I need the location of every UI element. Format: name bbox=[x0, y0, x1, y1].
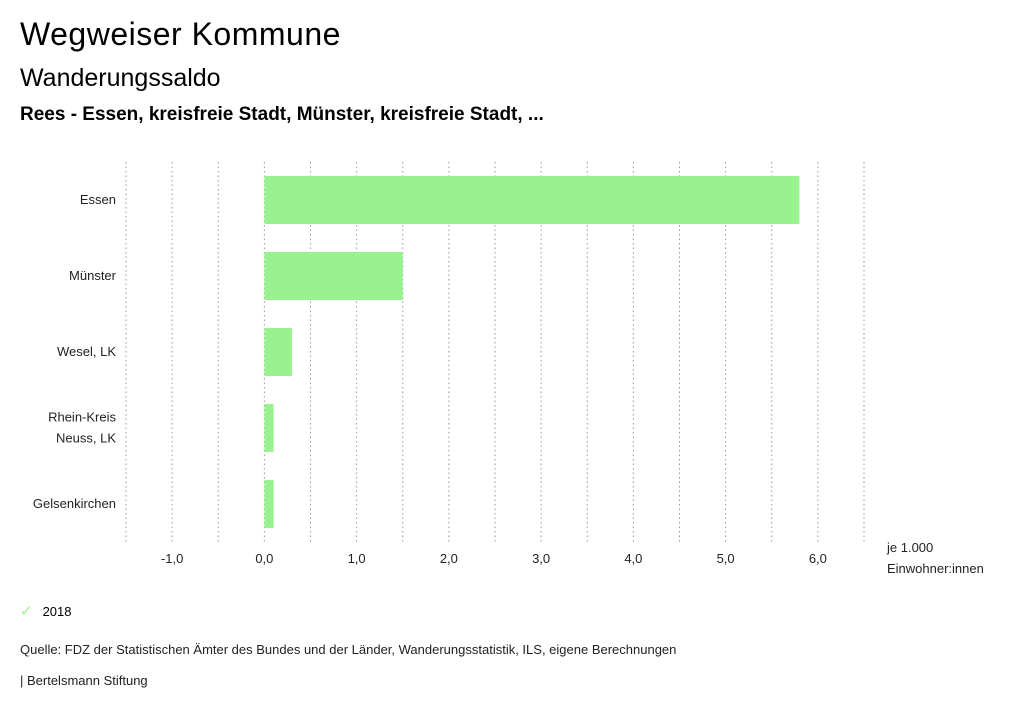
bar bbox=[264, 480, 274, 528]
chart-subtitle: Wanderungssaldo bbox=[20, 64, 221, 92]
chart-region-list: Rees - Essen, kreisfreie Stadt, Münster,… bbox=[20, 104, 544, 125]
tick-label: 2,0 bbox=[440, 551, 458, 566]
legend-label: 2018 bbox=[42, 603, 72, 619]
tick-label: 0,0 bbox=[255, 551, 273, 566]
tick-label: 1,0 bbox=[348, 551, 366, 566]
category-label: Wesel, LK bbox=[57, 344, 116, 359]
tick-label: -1,0 bbox=[161, 551, 183, 566]
unit-label: Einwohner:innen bbox=[887, 561, 984, 576]
source-note: Quelle: FDZ der Statistischen Ämter des … bbox=[20, 642, 677, 657]
brand-note: | Bertelsmann Stiftung bbox=[20, 673, 148, 688]
check-icon: ✓ bbox=[20, 603, 33, 620]
category-label: Neuss, LK bbox=[56, 431, 116, 446]
category-label: Essen bbox=[80, 192, 116, 207]
tick-label: 6,0 bbox=[809, 551, 827, 566]
unit-label: je 1.000 bbox=[886, 540, 933, 555]
tick-label: 4,0 bbox=[624, 551, 642, 566]
bar bbox=[264, 252, 403, 300]
bar bbox=[264, 328, 293, 376]
tick-label: 5,0 bbox=[717, 551, 735, 566]
tick-label: 3,0 bbox=[532, 551, 550, 566]
category-label: Gelsenkirchen bbox=[33, 496, 116, 511]
legend[interactable]: ✓ 2018 bbox=[20, 602, 72, 620]
bar bbox=[264, 176, 800, 224]
category-label: Münster bbox=[69, 268, 117, 283]
page-title: Wegweiser Kommune bbox=[20, 16, 341, 52]
bar bbox=[264, 404, 274, 452]
category-label: Rhein-Kreis bbox=[48, 410, 116, 425]
